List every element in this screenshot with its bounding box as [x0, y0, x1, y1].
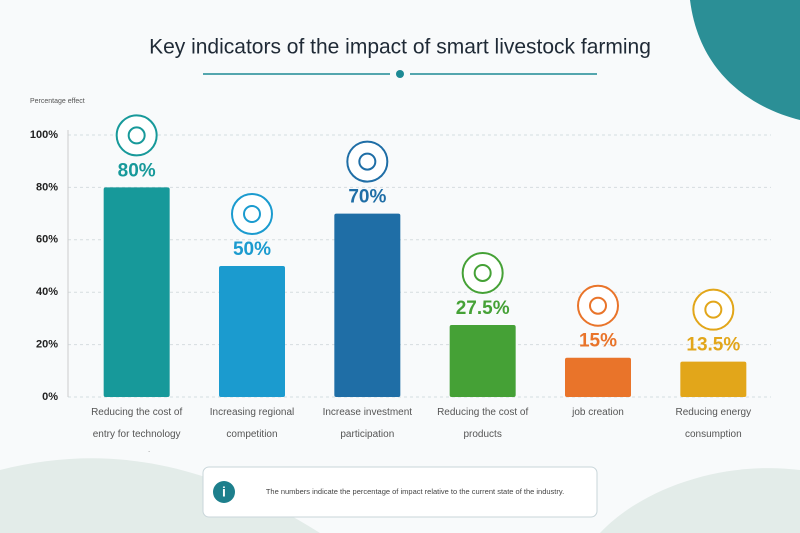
y-tick-label: 60% — [36, 234, 58, 246]
x-tick-label-box: Reducing the cost of products — [437, 407, 529, 440]
landscape-right — [600, 468, 800, 533]
x-tick-label: Increasing regional competition — [209, 407, 295, 440]
y-tick-label: 20% — [36, 339, 58, 351]
x-tick-label-box: Reducing energy consumption — [675, 407, 752, 440]
icon — [461, 251, 504, 294]
x-tick-label-box: job creation — [572, 407, 624, 418]
x-tick-label: Reducing the cost of products — [437, 407, 529, 440]
bar — [219, 266, 285, 397]
icon-inner — [358, 152, 377, 171]
x-tick-label-box: Increasing regional competition — [209, 407, 295, 440]
value-label: 50% — [233, 239, 271, 260]
bar — [334, 213, 401, 397]
y-tick-label: 80% — [36, 181, 58, 193]
note-text: The numbers indicate the percentage of i… — [266, 487, 564, 496]
bar — [103, 187, 170, 397]
icon-inner — [243, 205, 261, 223]
info-icon-glyph: i — [222, 484, 226, 500]
icon — [577, 284, 619, 327]
value-label: 13.5% — [686, 335, 740, 356]
icon — [231, 193, 273, 235]
icon-inner — [127, 126, 146, 145]
note-box — [202, 466, 598, 518]
icon — [346, 140, 389, 183]
x-tick-label: Reducing the cost of entry for technolog… — [91, 407, 183, 452]
y-tick-label: 100% — [30, 129, 58, 141]
x-tick-label-box: Increase investment participation — [322, 407, 413, 440]
value-label: 70% — [348, 187, 386, 208]
x-tick-label: job creation — [572, 407, 624, 418]
corner-decoration — [690, 0, 800, 120]
icon-inner — [473, 263, 492, 282]
bar — [680, 361, 747, 397]
chart-title: Key indicators of the impact of smart li… — [149, 36, 651, 59]
bar — [565, 357, 631, 397]
icon — [692, 288, 735, 331]
y-axis-label: Percentage effect — [30, 98, 85, 105]
y-tick-label: 40% — [36, 286, 58, 298]
icon-inner — [589, 296, 607, 315]
x-tick-label: Reducing energy consumption — [675, 407, 752, 440]
x-tick-label-box: Reducing the cost of entry for technolog… — [91, 407, 183, 452]
info-icon — [213, 481, 235, 503]
value-label: 80% — [118, 160, 156, 181]
x-tick-label: Increase investment participation — [322, 407, 413, 440]
bar — [449, 324, 516, 397]
y-tick-label: 0% — [42, 391, 58, 403]
icon — [115, 114, 158, 157]
value-label: 15% — [579, 331, 617, 352]
value-label: 27.5% — [456, 298, 510, 319]
title-dot — [396, 70, 404, 78]
icon-inner — [704, 300, 723, 319]
